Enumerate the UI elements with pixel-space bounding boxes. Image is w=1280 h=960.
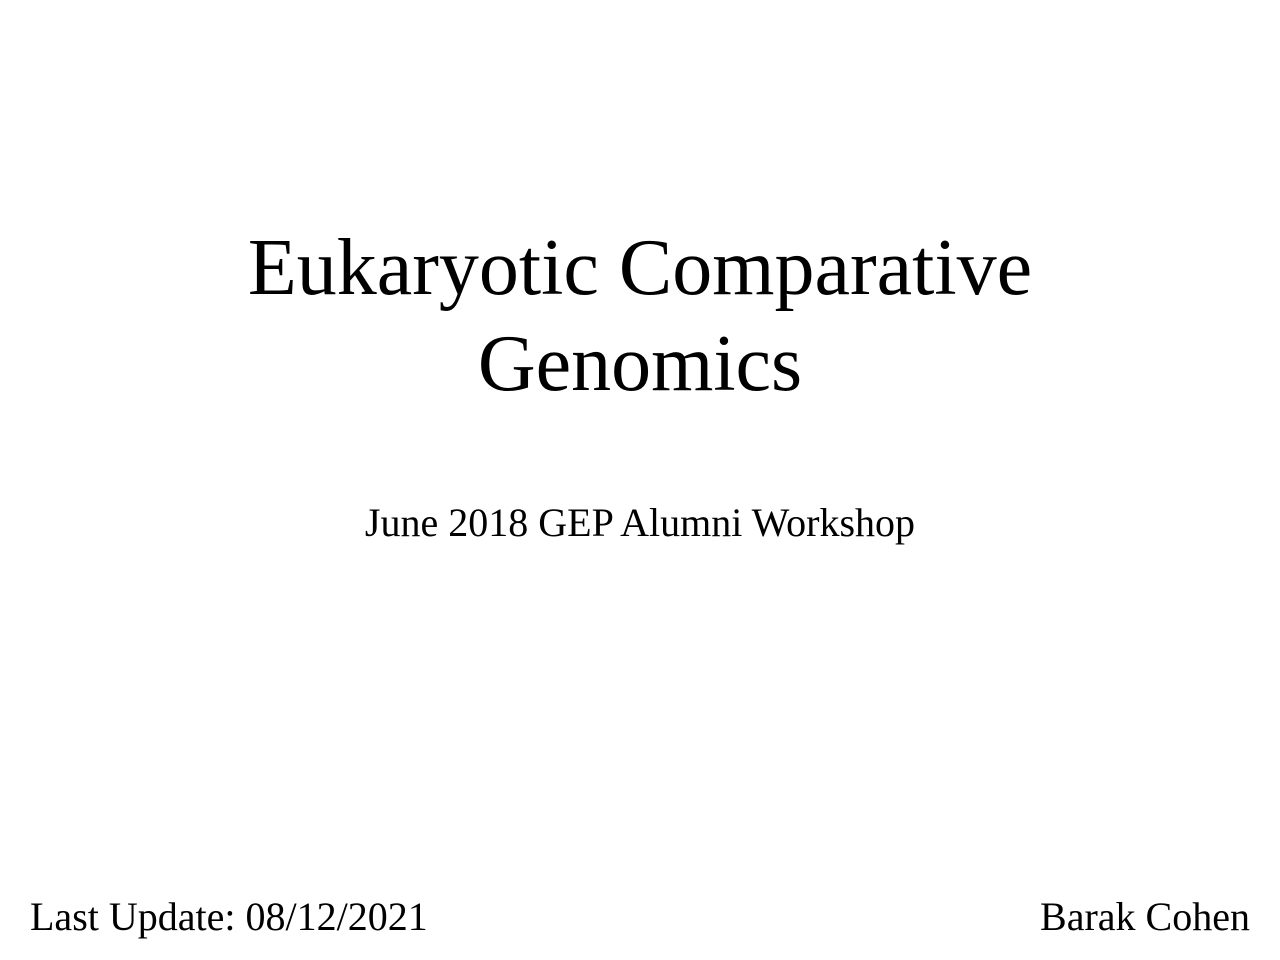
presentation-slide: Eukaryotic Comparative Genomics June 201…: [0, 0, 1280, 960]
footer-last-update: Last Update: 08/12/2021: [30, 893, 428, 940]
title-block: Eukaryotic Comparative Genomics: [0, 220, 1280, 412]
slide-subtitle: June 2018 GEP Alumni Workshop: [0, 499, 1280, 546]
footer-last-update-date: 08/12/2021: [246, 894, 428, 939]
title-line-2: Genomics: [478, 320, 802, 408]
title-line-1: Eukaryotic Comparative: [248, 224, 1032, 312]
footer-last-update-label: Last Update:: [30, 894, 246, 939]
footer-author: Barak Cohen: [1040, 893, 1250, 940]
slide-title: Eukaryotic Comparative Genomics: [0, 220, 1280, 412]
